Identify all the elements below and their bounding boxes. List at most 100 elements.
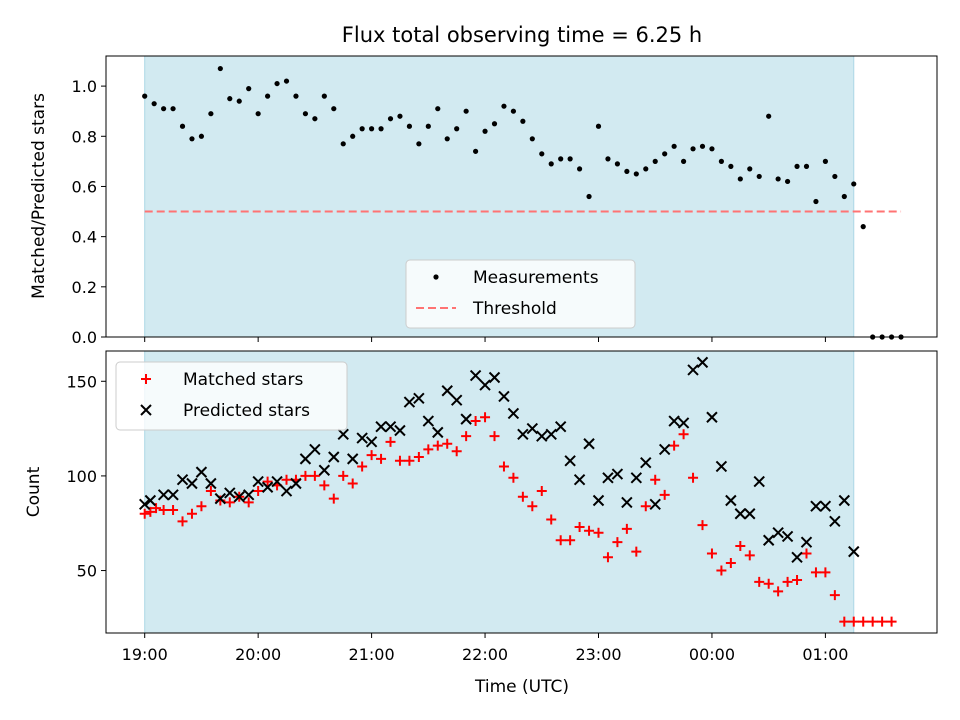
matched-point xyxy=(839,616,850,627)
predicted-point xyxy=(848,545,860,558)
y-tick-label: 150 xyxy=(66,372,97,391)
matched-point xyxy=(300,470,311,481)
chart-marks: 0.0 0.2 0.4 0.6 0.8 1.0 Measurements Threshold 5… xyxy=(66,56,938,664)
matched-point xyxy=(697,520,708,531)
matched-point xyxy=(584,525,595,536)
predicted-point xyxy=(271,475,283,488)
measurement-point xyxy=(302,111,309,117)
series-matched-stars xyxy=(139,412,897,627)
measurement-point xyxy=(208,111,214,117)
measurement-point xyxy=(350,133,356,139)
measurement-point xyxy=(851,181,857,187)
measurement-point xyxy=(586,193,592,200)
legend-label: Matched stars xyxy=(183,370,303,390)
matched-point xyxy=(205,486,216,497)
x-tick-label: 01:00 xyxy=(802,645,848,664)
measurement-point xyxy=(775,176,781,182)
measurement-point xyxy=(274,80,280,87)
matched-point xyxy=(848,616,859,627)
predicted-point xyxy=(394,424,406,437)
predicted-point xyxy=(432,426,444,439)
matched-point xyxy=(792,575,803,586)
legend-marker xyxy=(140,404,152,416)
measurement-point xyxy=(709,146,715,152)
matched-point xyxy=(574,522,585,533)
predicted-point xyxy=(450,394,463,406)
predicted-point xyxy=(318,464,331,476)
measurement-point xyxy=(728,163,734,169)
measurement-point xyxy=(378,126,384,132)
matched-point xyxy=(489,431,500,442)
predicted-point xyxy=(403,396,416,408)
measurement-point xyxy=(558,156,564,162)
matched-point xyxy=(555,535,566,546)
chart-title: Flux total observing time = 6.25 h xyxy=(342,23,702,47)
predicted-point xyxy=(640,456,652,469)
matched-point xyxy=(725,557,736,568)
matched-point xyxy=(593,527,604,538)
predicted-point xyxy=(328,451,340,463)
top-y-axis-label: Matched/Predicted stars xyxy=(29,93,49,299)
measurement-point xyxy=(737,176,743,182)
matched-point xyxy=(461,431,472,442)
matched-point xyxy=(820,567,831,578)
predicted-point xyxy=(195,466,208,478)
predicted-point xyxy=(224,487,236,499)
predicted-point xyxy=(677,417,690,429)
predicted-point xyxy=(573,473,586,486)
x-tick-label: 23:00 xyxy=(575,645,621,664)
matched-point xyxy=(413,451,424,462)
measurement-point xyxy=(633,171,639,177)
measurement-point xyxy=(472,148,479,154)
matched-point xyxy=(451,446,462,457)
predicted-point xyxy=(791,551,803,564)
panel-counts: 50 100 150 19:00 20:00 21:00 22:00 23:00 00:00 01… xyxy=(66,351,938,664)
matched-point xyxy=(385,436,396,447)
measurement-point xyxy=(444,136,450,142)
measurement-point xyxy=(435,106,441,112)
measurement-point xyxy=(236,98,242,104)
matched-point xyxy=(196,501,207,512)
predicted-point xyxy=(441,385,453,397)
predicted-point xyxy=(630,472,643,484)
matched-point xyxy=(498,461,509,472)
measurement-point xyxy=(246,86,252,92)
predicted-point xyxy=(309,443,321,456)
matched-point xyxy=(262,476,273,487)
measurement-point xyxy=(265,93,271,99)
predicted-point xyxy=(715,460,728,473)
legend-box xyxy=(115,361,348,431)
measurement-point xyxy=(766,113,772,119)
predicted-point xyxy=(687,364,699,376)
measurement-point xyxy=(539,151,545,157)
measurement-point xyxy=(189,136,195,142)
matched-point xyxy=(688,472,699,483)
x-tick-label: 19:00 xyxy=(122,645,168,664)
matched-point xyxy=(281,474,292,485)
predicted-point xyxy=(649,498,661,511)
matched-point xyxy=(404,455,415,466)
matched-point xyxy=(139,508,150,519)
matched-point xyxy=(669,440,680,451)
matched-point xyxy=(442,438,453,449)
series-measurements xyxy=(142,65,904,340)
measurement-point xyxy=(803,163,810,169)
predicted-point xyxy=(762,534,775,546)
predicted-point xyxy=(242,489,255,501)
measurement-point xyxy=(548,161,554,167)
y-tick-label: 0.6 xyxy=(72,177,97,196)
predicted-point xyxy=(611,468,624,480)
measurement-point xyxy=(652,158,658,164)
predicted-point xyxy=(772,526,784,539)
matched-point xyxy=(253,486,264,497)
y-tick-label: 0.0 xyxy=(72,328,97,347)
matched-point xyxy=(612,537,623,548)
predicted-point xyxy=(658,443,671,456)
measurement-point xyxy=(340,141,346,147)
measurement-point xyxy=(643,166,649,172)
measurement-point xyxy=(690,146,696,152)
predicted-point xyxy=(346,453,359,465)
matched-point xyxy=(829,590,840,601)
measurement-point xyxy=(161,106,167,112)
predicted-point xyxy=(734,508,747,520)
